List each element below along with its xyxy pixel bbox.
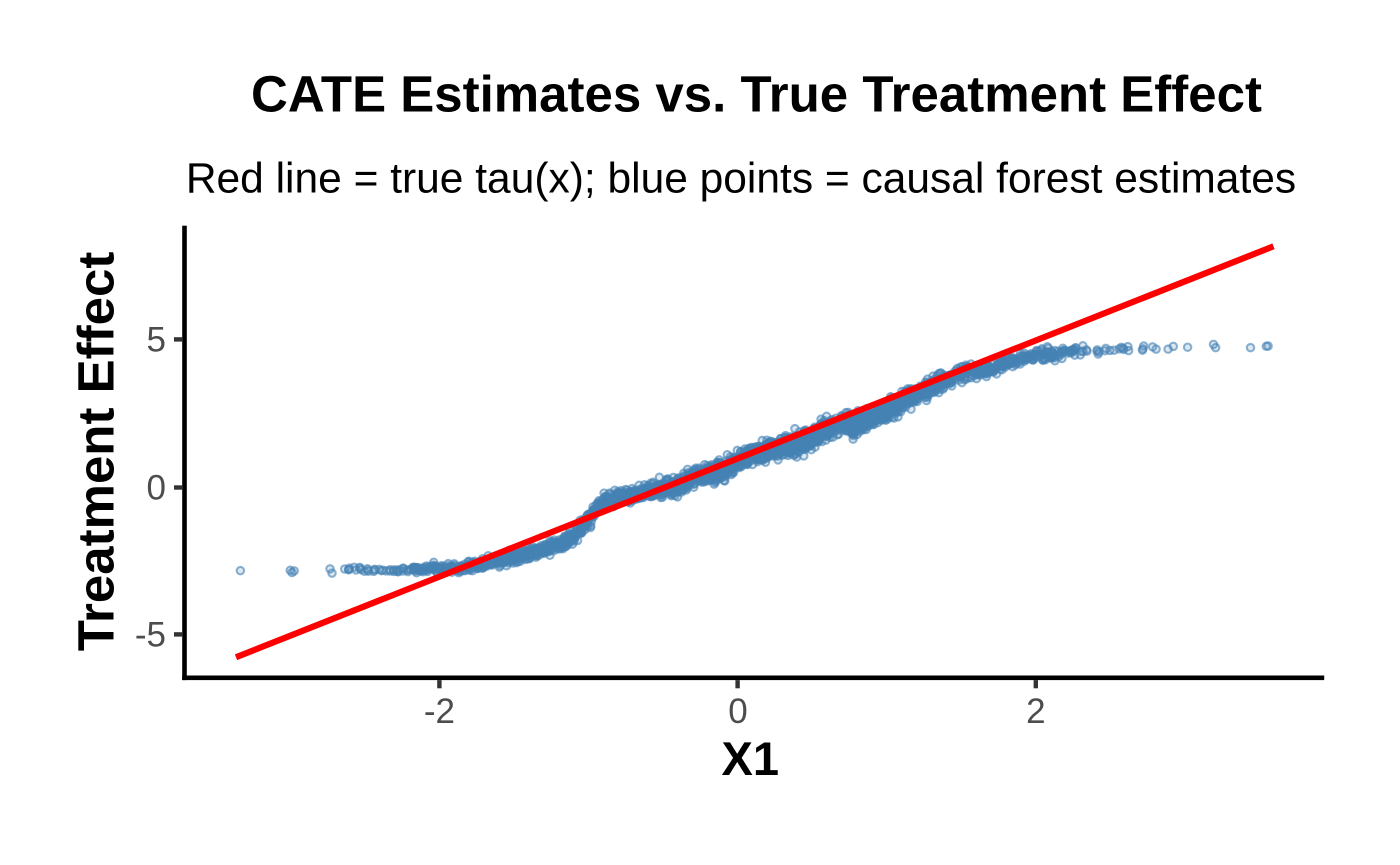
- svg-text:-2: -2: [424, 692, 455, 731]
- svg-text:0: 0: [728, 692, 747, 731]
- svg-text:2: 2: [1026, 692, 1045, 731]
- svg-text:0: 0: [147, 469, 166, 508]
- svg-text:5: 5: [147, 320, 166, 359]
- svg-text:X1: X1: [722, 732, 780, 785]
- svg-text:CATE Estimates vs. True Treatm: CATE Estimates vs. True Treatment Effect: [251, 66, 1262, 123]
- svg-text:Treatment Effect: Treatment Effect: [68, 252, 125, 652]
- svg-text:Red line = true tau(x); blue p: Red line = true tau(x); blue points = ca…: [186, 156, 1296, 203]
- svg-text:-5: -5: [135, 615, 166, 654]
